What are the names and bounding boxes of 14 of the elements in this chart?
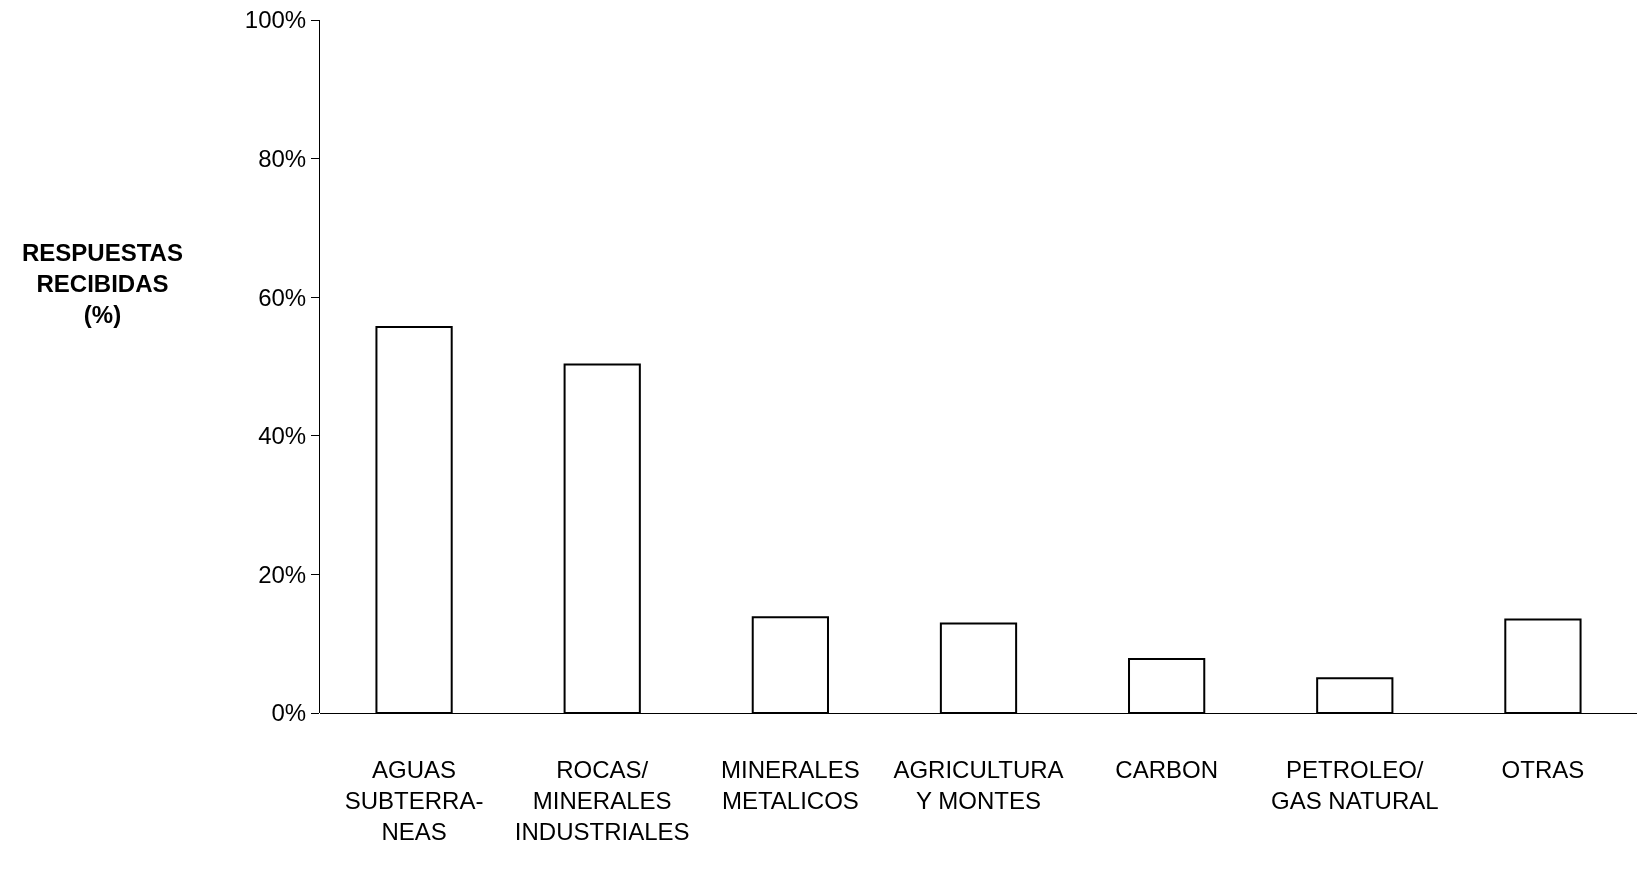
y-tick-label: 60% [258,283,307,311]
y-tick-label: 80% [258,145,307,172]
y-tick-label: 100% [244,6,307,34]
x-tick-label: MINERALES METALICOS [721,756,860,815]
x-tick-label: OTRAS [1501,756,1585,783]
x-tick-label: CARBON [1115,756,1218,783]
x-tick-label: AGUAS SUBTERRA- NEAS [344,756,484,846]
x-tick-label: AGRICULTURA Y MONTES [893,756,1064,815]
y-tick-label: 20% [258,560,307,588]
y-tick-label: 40% [258,422,307,450]
x-tick-label: ROCAS/ MINERALES INDUSTRIALES [514,756,690,846]
x-tick-label: PETROLEO/ GAS NATURAL [1270,756,1439,815]
y-tick-label: 0% [271,699,307,727]
y-axis-title: RESPUESTAS RECIBIDAS (%) [22,239,183,329]
